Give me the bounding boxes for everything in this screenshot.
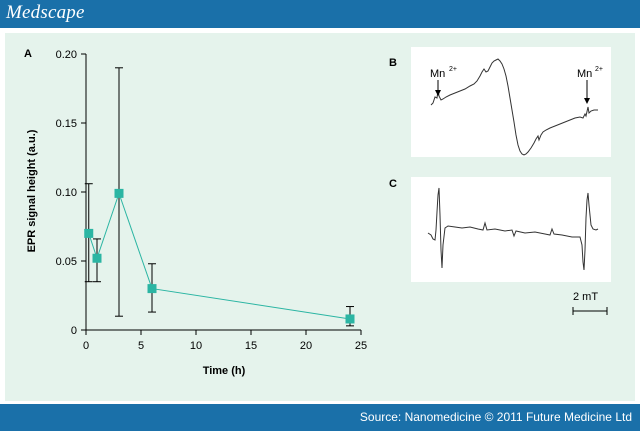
source-citation: Source: Nanomedicine © 2011 Future Medic… <box>359 410 632 424</box>
arrow-right-head <box>584 98 590 104</box>
y-tick-label: 0 <box>71 325 77 337</box>
x-axis-label: Time (h) <box>203 365 246 377</box>
x-tick-label: 20 <box>300 340 312 352</box>
y-axis-label: EPR signal height (a.u.) <box>26 129 38 252</box>
panel-c-label: C <box>389 178 397 190</box>
mn-superscript-left: 2+ <box>449 66 457 73</box>
panel-b-label: B <box>389 57 397 69</box>
data-point <box>114 188 124 198</box>
x-tick-label: 5 <box>138 340 144 352</box>
mn-label-right: Mn <box>577 68 592 80</box>
y-ticks: 0 0.05 0.10 0.15 0.20 <box>56 49 86 337</box>
medscape-logo: Medscape <box>6 2 85 23</box>
arrow-left-head <box>435 90 441 96</box>
series-line <box>88 191 351 320</box>
x-tick-label: 0 <box>83 340 89 352</box>
x-tick-label: 15 <box>245 340 257 352</box>
mn-superscript-right: 2+ <box>595 66 603 73</box>
mn-label-left: Mn <box>430 68 445 80</box>
x-tick-label: 10 <box>190 340 202 352</box>
y-tick-label: 0.05 <box>56 256 77 268</box>
epr-spectrum-b <box>430 58 598 156</box>
panel-a-label: A <box>24 48 32 60</box>
y-tick-label: 0.15 <box>56 118 77 130</box>
epr-spectrum-c <box>427 187 599 271</box>
data-point <box>147 284 157 294</box>
figure-svg: A 0 0.05 0.10 0.15 0.20 0 5 10 15 20 25 EPR signa… <box>24 47 611 377</box>
data-point <box>92 253 102 263</box>
scale-bar-label: 2 mT <box>573 291 598 303</box>
y-tick-label: 0.10 <box>56 187 77 199</box>
header-bar: Medscape <box>0 0 640 28</box>
panel-c-box <box>411 177 611 282</box>
data-point <box>84 228 94 238</box>
data-point <box>345 314 355 324</box>
x-ticks: 0 5 10 15 20 25 <box>83 330 367 352</box>
series-layer <box>84 67 355 327</box>
y-tick-label: 0.20 <box>56 49 77 61</box>
chart-axes: 0 0.05 0.10 0.15 0.20 0 5 10 15 20 25 <box>56 49 368 352</box>
footer-bar: Source: Nanomedicine © 2011 Future Medic… <box>0 404 640 431</box>
x-tick-label: 25 <box>355 340 367 352</box>
